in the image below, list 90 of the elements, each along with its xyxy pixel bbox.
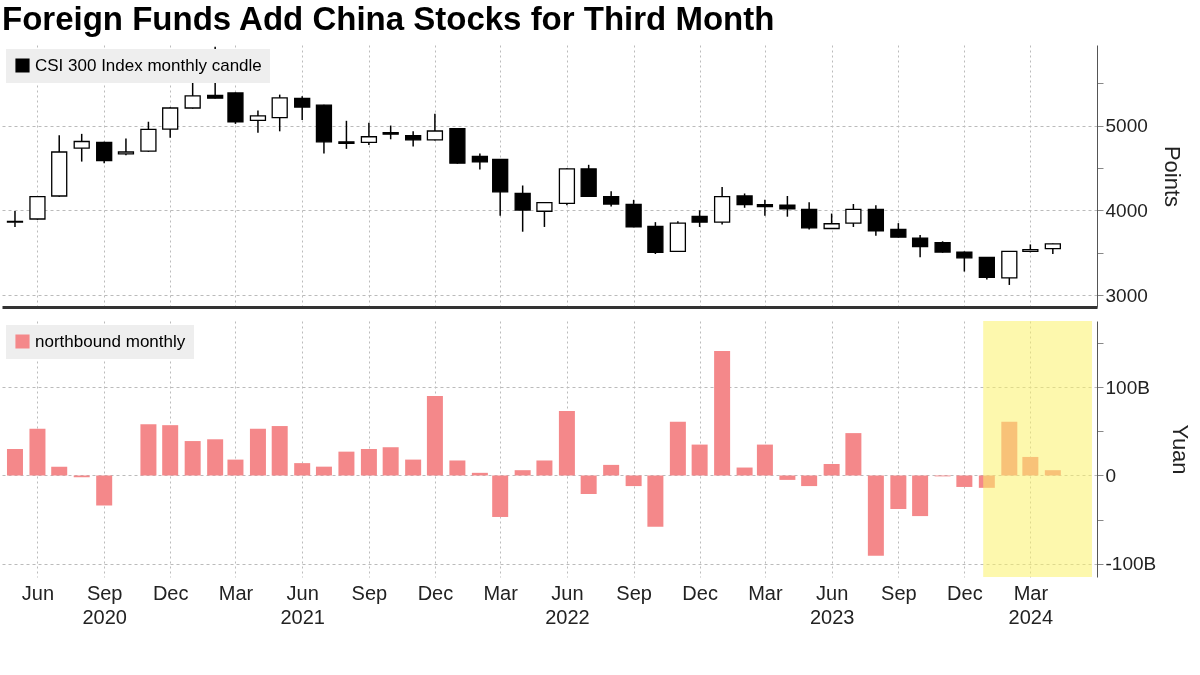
candlestick: [117, 137, 135, 156]
candlestick: [536, 201, 553, 228]
y-tick-label: 4000: [1105, 199, 1148, 221]
x-tick-label: Sep: [616, 581, 652, 604]
candlestick: [271, 93, 288, 133]
candlestick: [140, 120, 157, 153]
bar: [779, 475, 796, 480]
x-tick-label: Jun 2022: [545, 581, 590, 628]
bar: [890, 475, 907, 510]
legend-label: CSI 300 Index monthly candle: [35, 55, 262, 75]
bar: [912, 475, 929, 517]
bar: [956, 475, 973, 487]
bar: [845, 433, 862, 476]
x-tick-label: Sep: [881, 581, 917, 604]
bar: [580, 475, 597, 495]
x-tick-label: Mar: [218, 581, 254, 604]
bar: [51, 466, 68, 476]
bar: [207, 439, 224, 476]
bar: [405, 459, 422, 476]
y-axis-title: Points: [1159, 145, 1185, 208]
x-tick-label: Mar: [748, 581, 783, 604]
bar: [801, 475, 818, 487]
bar: [492, 475, 509, 517]
bar: [294, 463, 311, 476]
bar: [162, 425, 179, 476]
y-axis-title: Yuan: [1168, 424, 1194, 475]
chart-title: Foreign Funds Add China Stocks for Third Month: [2, 0, 775, 37]
x-tick-label: Mar: [483, 581, 519, 604]
x-tick-label: Jun 2021: [280, 581, 325, 628]
bar: [96, 475, 113, 506]
y-tick-label: 3000: [1105, 284, 1148, 306]
candlestick: [360, 121, 378, 146]
y-tick-label: -100B: [1105, 553, 1157, 575]
candlestick: [6, 210, 24, 228]
x-tick-label: Sep 2020: [82, 581, 127, 628]
bar: [360, 449, 377, 476]
candlestick: [867, 204, 885, 237]
candlestick: [426, 113, 444, 142]
candlestick: [73, 133, 90, 163]
x-tick-label: Sep: [351, 581, 388, 604]
candlestick: [514, 184, 531, 233]
bar: [271, 426, 288, 476]
x-tick-label: Dec: [947, 581, 983, 604]
bar: [514, 470, 531, 476]
bar: [227, 459, 244, 476]
bar: [714, 351, 731, 476]
candlestick: [801, 201, 818, 231]
candlestick: [911, 234, 929, 258]
bar: [382, 447, 399, 476]
x-tick-label: Dec: [152, 581, 189, 604]
bar: [978, 475, 995, 488]
bar: [603, 464, 620, 476]
candlestick: [162, 106, 179, 139]
candlestick: [956, 250, 973, 273]
bar: [558, 411, 575, 476]
bar: [184, 441, 201, 476]
bar: [647, 475, 664, 527]
bar: [1022, 456, 1039, 476]
bar: [140, 424, 157, 476]
x-tick-label: Dec: [417, 581, 454, 604]
x-tick-label: Jun 2023: [809, 581, 855, 628]
bar: [249, 428, 266, 476]
bar: [29, 428, 46, 476]
x-tick-label: Mar 2024: [1008, 581, 1054, 628]
bar: [1044, 470, 1061, 476]
y-tick-label: 100B: [1105, 376, 1150, 398]
bar: [1001, 421, 1018, 476]
x-tick-label: Dec: [682, 581, 718, 604]
bar: [756, 444, 773, 476]
bar: [338, 451, 355, 476]
y-tick-label: 0: [1105, 464, 1117, 486]
legend-label: northbound monthly: [35, 331, 186, 351]
candlestick: [249, 109, 267, 134]
bar: [691, 444, 708, 476]
bar: [536, 460, 553, 476]
candlestick: [294, 95, 311, 121]
x-tick-label: Jun: [21, 581, 55, 604]
bar: [315, 466, 332, 476]
y-tick-label: 5000: [1105, 115, 1148, 137]
bar: [449, 460, 466, 476]
candlestick: [845, 203, 862, 228]
bar: [669, 421, 686, 476]
candlestick: [756, 199, 774, 217]
candlestick: [625, 199, 642, 229]
bar: [6, 449, 23, 476]
bar: [426, 396, 443, 476]
candlestick: [338, 120, 355, 150]
bar: [867, 475, 884, 556]
bar: [625, 475, 642, 487]
bar: [823, 464, 840, 476]
